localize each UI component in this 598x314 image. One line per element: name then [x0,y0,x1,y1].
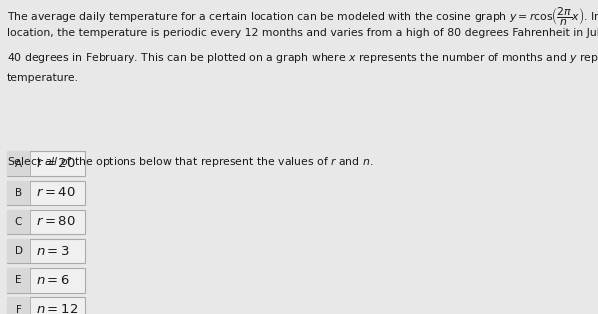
Text: 40 degrees in February. This can be plotted on a graph where $x$ represents the : 40 degrees in February. This can be plot… [7,51,598,65]
Text: temperature.: temperature. [7,73,79,84]
Text: $n = 6$: $n = 6$ [36,274,70,287]
Text: D: D [14,246,23,256]
Text: $r = 40$: $r = 40$ [36,186,75,199]
FancyBboxPatch shape [7,268,30,293]
FancyBboxPatch shape [7,151,85,176]
Text: C: C [15,217,22,227]
FancyBboxPatch shape [7,210,85,234]
FancyBboxPatch shape [7,181,85,205]
Text: $r = 20$: $r = 20$ [36,157,75,170]
Text: $n = 3$: $n = 3$ [36,245,70,258]
Text: Select $\it{all}$ of the options below that represent the values of $r$ and $n$.: Select $\it{all}$ of the options below t… [7,155,374,170]
Text: E: E [16,275,22,285]
FancyBboxPatch shape [7,239,30,263]
Text: $n = 12$: $n = 12$ [36,303,78,314]
FancyBboxPatch shape [7,210,30,234]
Text: $r = 80$: $r = 80$ [36,215,75,229]
FancyBboxPatch shape [7,151,30,176]
FancyBboxPatch shape [7,268,85,293]
FancyBboxPatch shape [7,297,85,314]
FancyBboxPatch shape [7,239,85,263]
FancyBboxPatch shape [7,181,30,205]
Text: F: F [16,305,22,314]
FancyBboxPatch shape [7,297,30,314]
Text: B: B [15,188,22,198]
Text: A: A [15,159,22,169]
Text: location, the temperature is periodic every 12 months and varies from a high of : location, the temperature is periodic ev… [7,28,598,38]
Text: The average daily temperature for a certain location can be modeled with the cos: The average daily temperature for a cert… [7,5,598,27]
